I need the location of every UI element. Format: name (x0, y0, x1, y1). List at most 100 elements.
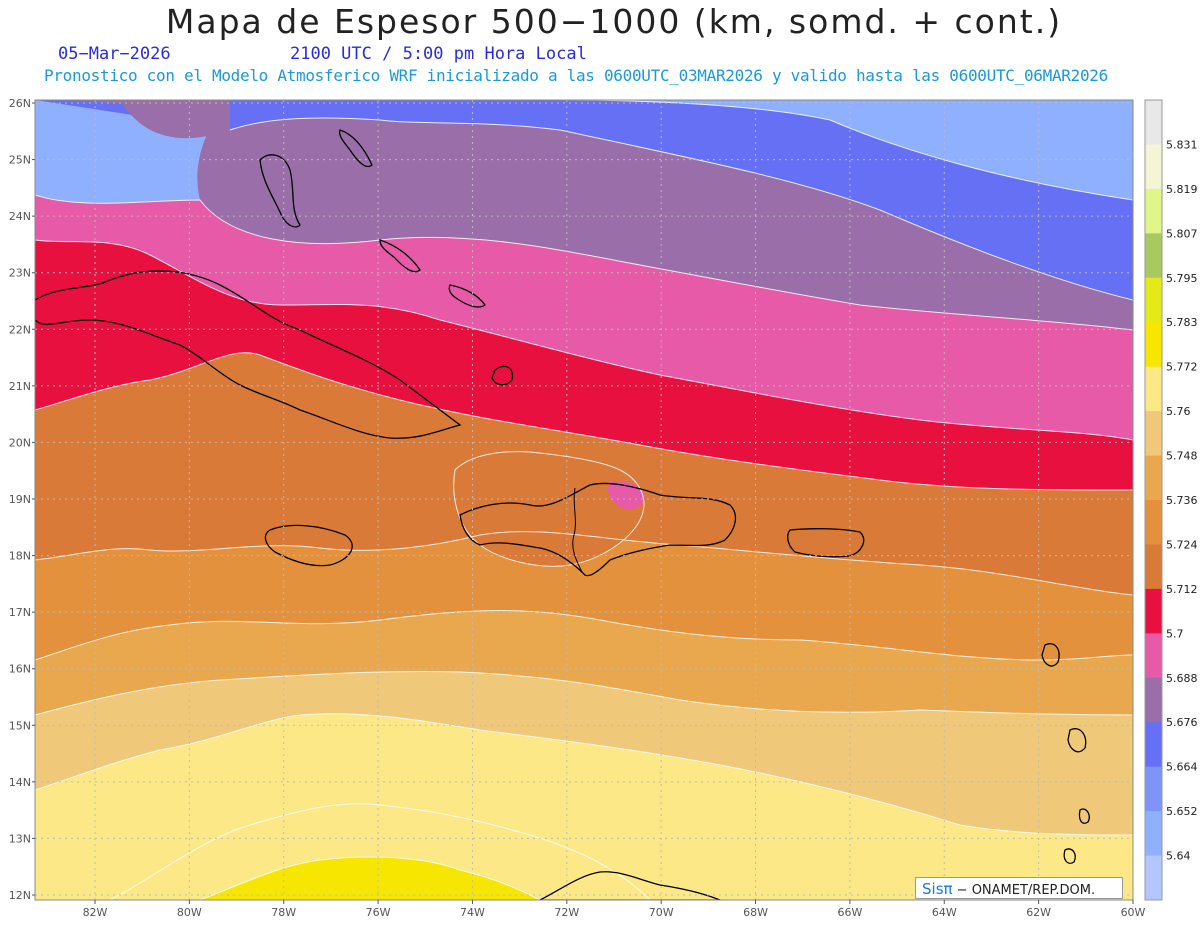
coastline (264, 524, 353, 567)
thickness-band-5.652 (35, 100, 1133, 200)
colorbar-label: 5.76 (1166, 405, 1191, 418)
lat-label: 13N (9, 832, 31, 845)
colorbar-swatch (1145, 455, 1162, 501)
coastline (1067, 728, 1087, 753)
thickness-band-5.724 (35, 531, 1133, 660)
colorbar-swatch (1145, 588, 1162, 634)
contour-line (109, 803, 651, 900)
lon-label: 78W (271, 906, 296, 919)
colorbar-label: 5.819 (1166, 183, 1198, 196)
colorbar-label: 5.831 (1166, 138, 1198, 151)
thickness-band-5.772 (110, 803, 650, 900)
coastline (1041, 643, 1060, 667)
thickness-band-5.664 (35, 100, 1133, 300)
map-frame (34, 99, 1134, 901)
lat-label: 21N (9, 380, 31, 393)
lon-label: 76W (366, 906, 391, 919)
colorbar-swatch (1145, 544, 1162, 590)
colorbar-swatch (1145, 144, 1162, 190)
longitude-labels: 82W 80W 78W 76W 74W 72W 70W 68W 66W 64W 62W 60W (83, 900, 1146, 919)
credit-text: − ONAMET/REP.DOM. (952, 883, 1096, 898)
forecast-date: 05−Mar−2026 (58, 44, 171, 64)
lat-label: 16N (9, 663, 31, 676)
colorbar-frame (1144, 99, 1163, 901)
colorbar-swatch (1145, 366, 1162, 412)
lat-label: 12N (9, 889, 31, 902)
lon-label: 68W (743, 906, 768, 919)
colorbar-label: 5.807 (1166, 227, 1198, 240)
coastline (539, 871, 721, 900)
contour-line (35, 531, 1133, 596)
lat-label: 14N (9, 776, 31, 789)
coastline (459, 482, 737, 577)
colorbar-swatch (1145, 233, 1162, 279)
lat-label: 26N (9, 97, 31, 110)
lon-label: 82W (83, 906, 108, 919)
colorbar-swatch (1145, 811, 1162, 857)
colorbar-label: 5.712 (1166, 583, 1198, 596)
lat-label: 24N (9, 210, 31, 223)
colorbar-label: 5.772 (1166, 361, 1198, 374)
coastline (448, 284, 486, 308)
contour-line (35, 610, 1133, 661)
coastline (491, 365, 514, 386)
colorbar-swatch (1145, 411, 1162, 457)
credit-box: Sisπ − ONAMET/REP.DOM. (915, 877, 1123, 899)
colorbar-swatch (1145, 500, 1162, 545)
colorbar-swatch (1145, 277, 1162, 323)
colorbar-label: 5.795 (1166, 272, 1198, 285)
model-subtitle: Pronostico con el Modelo Atmosferico WRF… (44, 66, 1108, 85)
colorbar-label: 5.7 (1166, 627, 1184, 640)
latitude-labels: 26N 25N 24N 23N 22N 21N 20N 19N 18N 17N 16N 15N 14N 1… (9, 97, 35, 902)
colorbar-label: 5.676 (1166, 716, 1198, 729)
lon-label: 80W (177, 906, 202, 919)
coastline (259, 154, 301, 228)
contour-line (229, 117, 1133, 301)
coastline (379, 239, 421, 273)
lon-label: 70W (649, 906, 674, 919)
thickness-band-5.7 (35, 240, 1133, 490)
thickness-band-5.676b (35, 100, 230, 139)
lon-label: 64W (932, 906, 957, 919)
coastline (1063, 848, 1076, 864)
coastline (35, 270, 462, 439)
colorbar-swatch (1145, 100, 1162, 145)
lat-label: 19N (9, 493, 31, 506)
coastline (1078, 808, 1090, 824)
lat-label: 22N (9, 323, 31, 336)
lat-label: 25N (9, 154, 31, 167)
map-title: Mapa de Espesor 500−1000 (km, somd. + co… (165, 2, 1063, 41)
contour-line (35, 194, 1133, 331)
thickness-band-5.736 (35, 610, 1133, 715)
coastline (338, 129, 373, 168)
country-border (572, 487, 583, 573)
forecast-time: 2100 UTC / 5:00 pm Hora Local (290, 44, 587, 64)
contour-line (199, 856, 541, 900)
colorbar-label: 5.664 (1166, 761, 1198, 774)
contour-line (559, 100, 1133, 201)
lat-lon-grid (35, 100, 1133, 900)
colorbar-label: 5.736 (1166, 494, 1198, 507)
thickness-band-5.688 (35, 195, 1133, 440)
colorbar-label: 5.724 (1166, 538, 1198, 551)
lat-label: 20N (9, 436, 31, 449)
colorbar-swatch (1145, 633, 1162, 679)
colorbar-swatch (1145, 766, 1162, 812)
contour-line (35, 671, 1133, 716)
colorbar-label: 5.64 (1166, 850, 1191, 863)
sis-logo: Sisπ (922, 880, 953, 898)
colorbar-label: 5.688 (1166, 672, 1198, 685)
lat-label: 15N (9, 719, 31, 732)
coastlines (35, 129, 1090, 900)
lon-label: 62W (1026, 906, 1051, 919)
colorbar-label: 5.748 (1166, 450, 1198, 463)
lon-label: 72W (554, 906, 579, 919)
colorbar-swatch (1145, 322, 1162, 368)
colorbar-swatch (1145, 855, 1162, 901)
coastline (787, 528, 865, 558)
contour-line (35, 352, 1133, 491)
contour-line (35, 239, 1133, 441)
colorbar-label: 5.783 (1166, 316, 1198, 329)
lon-label: 60W (1121, 906, 1146, 919)
